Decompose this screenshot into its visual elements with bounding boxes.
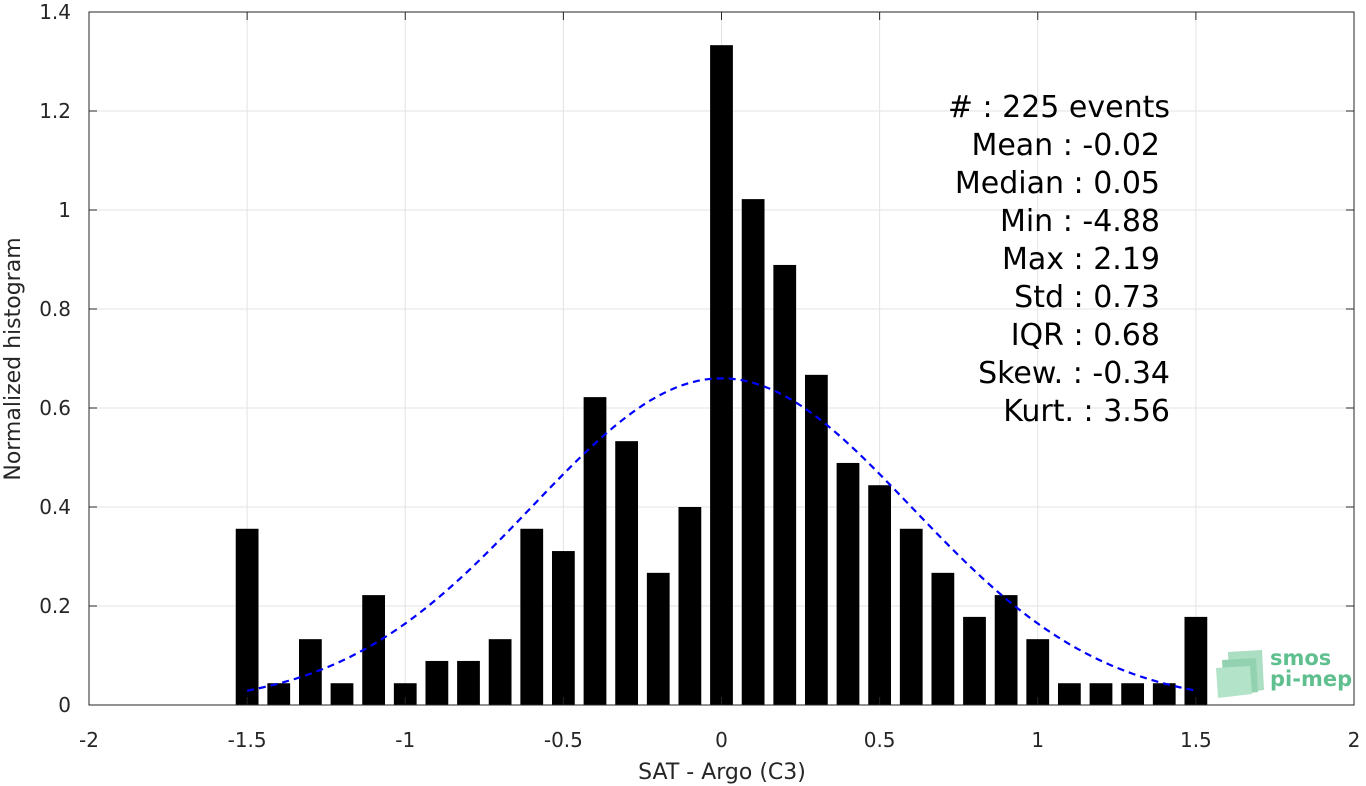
histogram-bar: [678, 507, 702, 705]
stat-line: IQR : 0.68: [1011, 318, 1160, 353]
histogram-bar: [298, 639, 322, 705]
histogram-bar: [868, 485, 892, 705]
x-tick-label: -0.5: [544, 728, 583, 752]
histogram-bar: [583, 397, 607, 705]
stat-line: Max : 2.19: [1002, 242, 1160, 277]
stat-line: # : 225 events: [948, 90, 1170, 125]
stat-line: Mean : -0.02: [971, 128, 1160, 163]
y-tick-label: 0.4: [39, 495, 71, 519]
histogram-bar: [804, 374, 828, 705]
x-tick-label: -2: [79, 728, 99, 752]
histogram-bar: [1089, 683, 1113, 705]
logo-waves-icon: [1216, 650, 1264, 698]
y-tick-label: 1.2: [39, 99, 71, 123]
stat-line: Std : 0.73: [1014, 280, 1160, 315]
stat-line: Median : 0.05: [955, 166, 1160, 201]
stat-line: Kurt. : 3.56: [1003, 394, 1170, 429]
histogram-bar: [899, 528, 923, 705]
histogram-bar: [646, 572, 670, 705]
histogram-bar: [235, 528, 259, 705]
histogram-bar: [1057, 683, 1081, 705]
y-tick-label: 0: [58, 693, 71, 717]
histogram-bar: [931, 572, 955, 705]
x-tick-label: 0: [715, 728, 728, 752]
y-tick-label: 0.6: [39, 396, 71, 420]
histogram-bar: [615, 441, 639, 705]
histogram-bar: [362, 595, 386, 705]
histogram-bar: [457, 660, 480, 705]
histogram-bar: [330, 683, 354, 705]
histogram-bar: [963, 616, 986, 705]
x-tick-label: 2: [1348, 728, 1361, 752]
x-tick-label: 1: [1031, 728, 1044, 752]
x-tick-label: 0.5: [864, 728, 896, 752]
x-tick-labels: -2 -1.5 -1 -0.5 0 0.5 1 1.5 2: [79, 728, 1360, 752]
x-axis-label: SAT - Argo (C3): [638, 760, 806, 785]
histogram-bar: [773, 264, 797, 705]
logo-line-2: pi-mep: [1270, 667, 1352, 691]
histogram-bar: [551, 551, 575, 705]
histogram-bar: [1152, 683, 1176, 705]
histogram-bar: [1184, 616, 1208, 705]
histogram-bar: [710, 45, 733, 706]
smos-pi-mep-logo: smos pi-mep: [1216, 646, 1352, 698]
y-tick-label: 0.8: [39, 297, 71, 321]
y-tick-label: 1: [58, 198, 71, 222]
histogram-bar: [836, 462, 860, 705]
x-tick-label: -1.5: [228, 728, 267, 752]
stat-line: Skew. : -0.34: [978, 356, 1170, 391]
stat-line: Min : -4.88: [1000, 204, 1160, 239]
histogram-bar: [393, 683, 417, 705]
x-tick-label: 1.5: [1180, 728, 1212, 752]
histogram-bar: [267, 683, 291, 705]
logo-line-1: smos: [1270, 646, 1331, 670]
y-tick-label: 0.2: [39, 594, 71, 618]
axes-frame: [88, 11, 1355, 706]
histogram-bars: [235, 45, 1208, 706]
y-tick-labels: 0 0.2 0.4 0.6 0.8 1 1.2 1.4: [39, 0, 71, 717]
gaussian-fit-curve: [246, 377, 1197, 692]
y-axis-label: Normalized histogram: [1, 237, 26, 480]
histogram-bar: [994, 595, 1018, 705]
histogram-bar: [425, 660, 449, 705]
y-tick-label: 1.4: [39, 0, 71, 24]
histogram-bar: [1026, 639, 1050, 705]
histogram-bar: [488, 639, 512, 705]
x-tick-label: -1: [395, 728, 415, 752]
histogram-bar: [520, 528, 544, 705]
histogram-bar: [1121, 683, 1145, 705]
histogram-bar: [741, 199, 765, 706]
